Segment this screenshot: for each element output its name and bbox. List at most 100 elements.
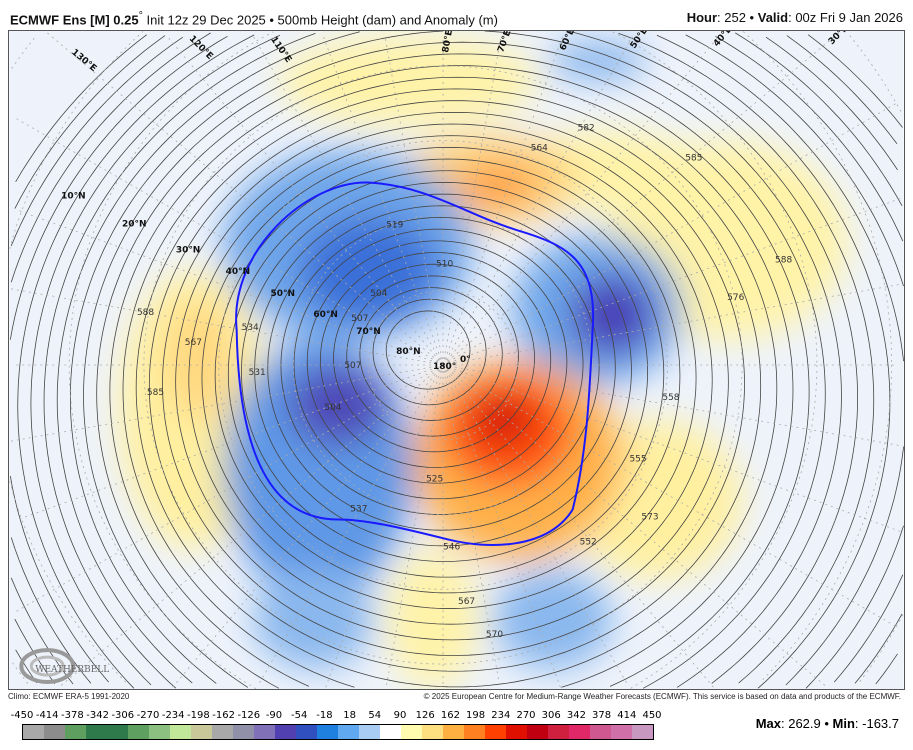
colorbar-swatch — [338, 725, 359, 739]
lat-label: 40°N — [226, 267, 250, 277]
latitude-circle — [293, 215, 593, 515]
contour-label: 570 — [486, 630, 503, 640]
colorbar-swatch — [422, 725, 443, 739]
map-title: ECMWF Ens [M] 0.25° Init 12z 29 Dec 2025… — [10, 10, 498, 28]
contour-label: 558 — [662, 393, 679, 403]
contour-label: 588 — [775, 255, 792, 265]
colorbar-tick: -90 — [265, 710, 283, 721]
meridian — [10, 364, 444, 442]
height-contour — [10, 36, 898, 685]
height-contour — [122, 76, 794, 688]
colorbar-tick: -162 — [212, 710, 235, 721]
colorbar-tick: -234 — [161, 710, 185, 721]
height-contour — [9, 35, 904, 683]
colorbar-swatch — [401, 725, 422, 739]
meridian — [442, 364, 627, 683]
height-contour — [10, 32, 903, 684]
colorbar-swatch — [254, 725, 275, 739]
meridian — [171, 364, 444, 689]
colorbar-tick: 162 — [440, 710, 460, 721]
colorbar-swatch — [590, 725, 611, 739]
colorbar-swatch — [569, 725, 590, 739]
height-contour — [175, 123, 729, 641]
lat-label: 30°N — [176, 245, 200, 255]
meridian — [384, 35, 444, 366]
map-canvas: 10°N 20°N 30°N 40°N 50°N 60°N 70°N 80°N … — [8, 30, 905, 690]
colorbar-tick: 306 — [541, 710, 561, 721]
colorbar-tick: -54 — [291, 710, 308, 721]
colorbar-tick: -414 — [35, 710, 59, 721]
height-contour — [43, 33, 891, 689]
contour-labels: 519 504 510 507 588 585 567 534 531 507 504 537 564 5… — [137, 124, 792, 640]
latitude-circle — [218, 140, 668, 590]
lat-label: 70°N — [356, 327, 380, 337]
height-contour — [385, 310, 471, 390]
height-contour — [162, 111, 745, 656]
meridian — [442, 364, 829, 689]
lat-label: 0° — [460, 355, 471, 365]
colorbar-tick: -306 — [111, 710, 135, 721]
meridian — [442, 364, 716, 689]
height-contour — [293, 228, 584, 500]
colorbar-tick: 450 — [642, 710, 662, 721]
height-contour — [241, 182, 649, 562]
colorbar-swatch — [65, 725, 86, 739]
colorbar-swatch — [632, 725, 653, 739]
height-contour — [372, 298, 487, 406]
colorbar-tick: 126 — [415, 710, 435, 721]
latitude-labels: 10°N 20°N 30°N 40°N 50°N 60°N 70°N 80°N … — [61, 191, 471, 371]
meridian — [45, 31, 444, 366]
colorbar-swatch — [275, 725, 296, 739]
height-contour — [333, 263, 535, 453]
colorbar-swatch — [170, 725, 191, 739]
colorbar-tick: -450 — [10, 710, 34, 721]
meridian — [442, 364, 501, 688]
colorbar-tick: 414 — [617, 710, 637, 721]
contour-label: 519 — [386, 220, 403, 230]
colorbar-swatch — [611, 725, 632, 739]
meridian — [57, 364, 444, 689]
colorbar-tick: -18 — [316, 710, 333, 721]
contour-label: 588 — [137, 308, 154, 318]
height-contour — [254, 193, 632, 547]
contour-label: 534 — [242, 323, 259, 333]
colorbar-ticks: -450 -414 -378 -342 -306 -270 -234 -198 -162 -126… — [10, 710, 662, 722]
colorbar-tick: 378 — [592, 710, 612, 721]
height-contour — [148, 100, 762, 672]
contour-label: 525 — [426, 475, 443, 485]
contour-label: 576 — [727, 293, 744, 303]
height-contour — [135, 88, 778, 688]
colorbar-tick: 54 — [368, 710, 382, 721]
lat-label: 180° — [433, 362, 456, 372]
contour-label: 585 — [685, 154, 702, 164]
latitude-circle — [11, 35, 904, 684]
colorbar-tick: 234 — [491, 710, 511, 721]
meridian — [259, 364, 444, 683]
colorbar-swatch — [485, 725, 506, 739]
colorbar-tick: -378 — [61, 710, 84, 721]
colorbar-tick: -198 — [187, 710, 210, 721]
height-contour — [214, 158, 681, 594]
colorbar-swatch — [128, 725, 149, 739]
height-contour — [69, 31, 858, 684]
contour-label: 573 — [641, 513, 658, 523]
latitude-circle — [68, 31, 818, 689]
latitude-circle — [367, 289, 519, 441]
height-contour — [83, 41, 842, 688]
height-contour — [267, 205, 616, 531]
height-contour — [227, 170, 665, 578]
colorbar-swatches — [22, 724, 654, 740]
colorbar-swatch — [233, 725, 254, 739]
height-contours — [9, 31, 904, 689]
contour-label: 510 — [436, 259, 453, 269]
contour-label: 537 — [350, 505, 367, 515]
colorbar-tick: -126 — [237, 710, 261, 721]
height-contour — [30, 34, 904, 686]
meridian — [15, 209, 444, 366]
lat-label: 50°N — [271, 289, 295, 299]
colorbar-tick: -270 — [136, 710, 160, 721]
contour-label: 504 — [324, 403, 341, 413]
colorbar-tick: 18 — [343, 710, 356, 721]
max-min-readout: Max: 262.9 • Min: -163.7 — [755, 716, 899, 731]
meridian — [442, 34, 721, 366]
